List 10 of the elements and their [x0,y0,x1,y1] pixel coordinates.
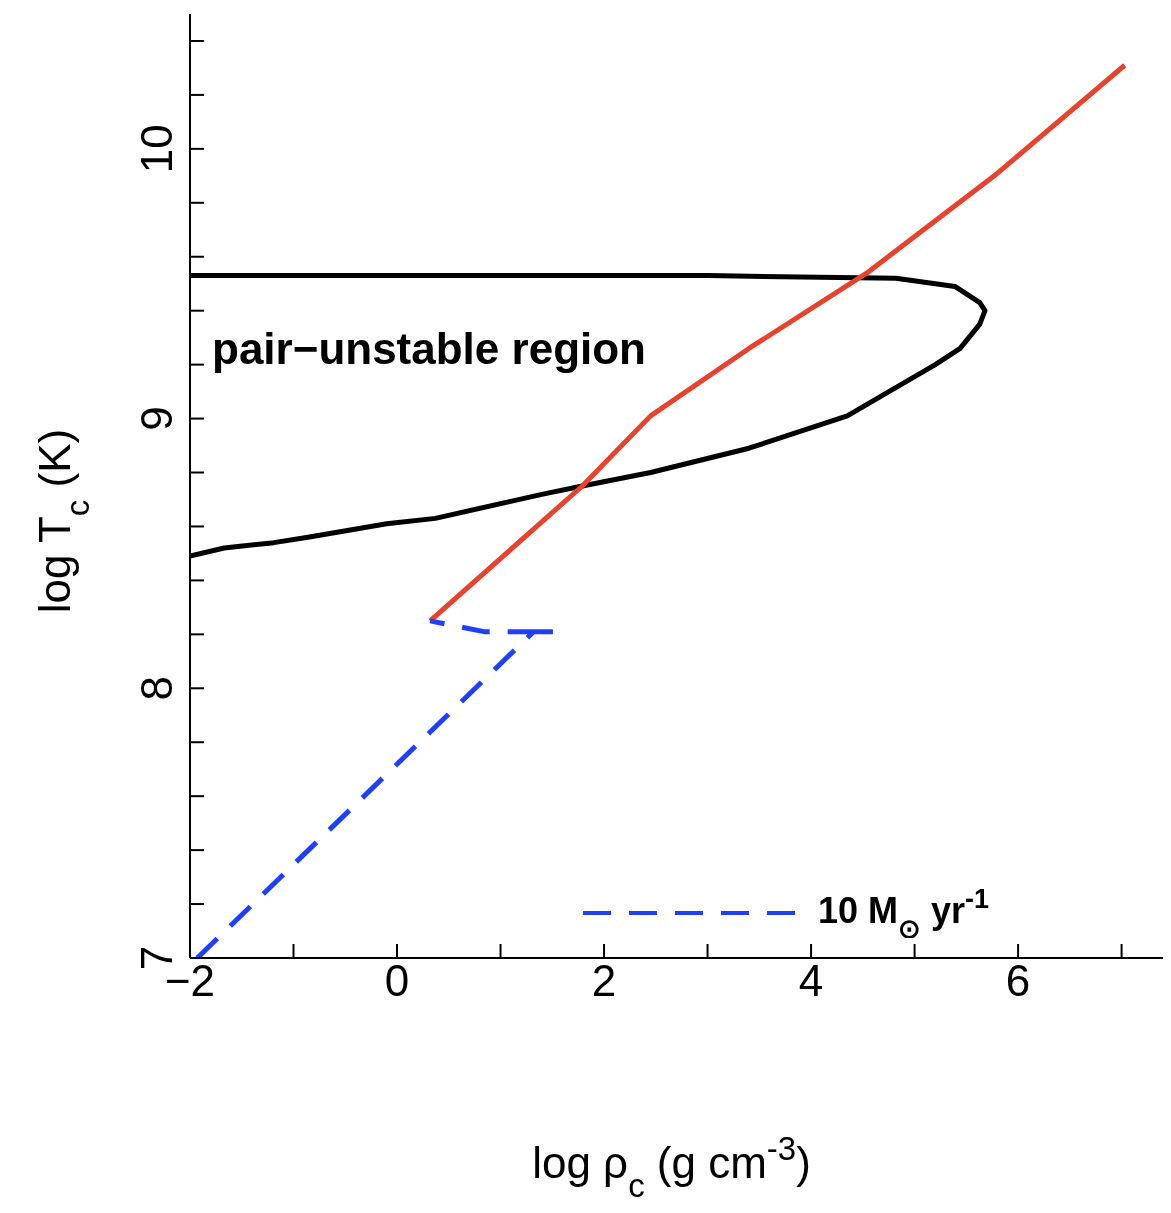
x-tick-label: 4 [798,956,824,1005]
y-tick-label: 10 [132,124,181,174]
x-tick-label: 0 [384,956,410,1005]
annotation: pair−unstable region [212,324,646,373]
x-tick-label: 2 [591,956,617,1005]
y-tick-label: 9 [132,406,181,431]
text: 10 M$_{⊙}$ yr$^{-1}$ [818,884,990,944]
x-axis-title: log ρ$_{c}$ (g cm$^{-3}$) [532,1129,811,1204]
x-tick-label: 6 [1005,956,1031,1005]
y-tick-label: 8 [132,676,181,701]
